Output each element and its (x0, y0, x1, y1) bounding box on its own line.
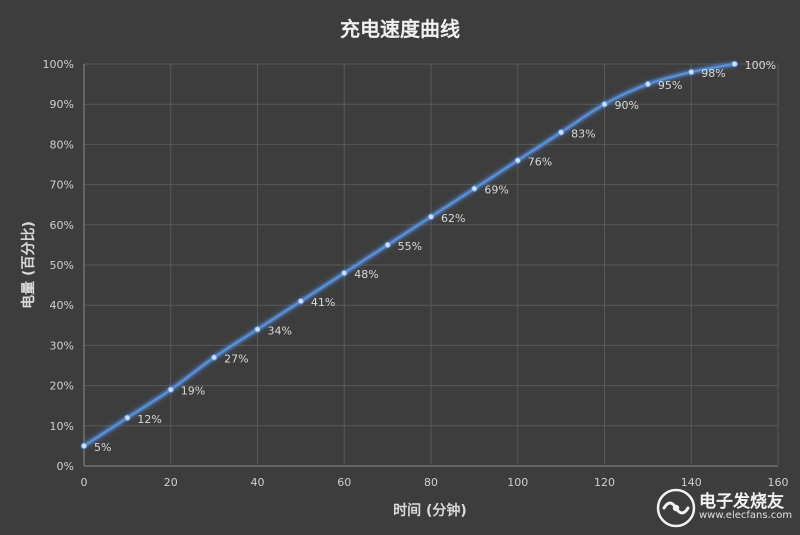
data-label: 90% (615, 99, 639, 112)
data-point (471, 185, 478, 192)
data-label: 95% (658, 79, 682, 92)
data-label: 41% (311, 296, 335, 309)
series-line-path (83, 62, 735, 447)
data-points (80, 60, 738, 450)
data-label: 34% (268, 324, 292, 337)
gridlines (83, 63, 779, 467)
data-point (644, 80, 652, 88)
data-point (557, 129, 565, 136)
data-label: 48% (354, 268, 378, 281)
watermark-url: www.elecfans.com (699, 510, 793, 521)
x-tick-label: 80 (424, 476, 438, 489)
data-point (167, 386, 175, 393)
elecfans-logo-icon (656, 488, 696, 528)
chart-title: 充电速度曲线 (340, 17, 460, 41)
data-point (601, 100, 608, 108)
y-tick-label: 70% (50, 179, 74, 192)
data-point (80, 442, 88, 450)
data-label: 27% (224, 352, 248, 365)
watermark: 电子发烧友 www.elecfans.com (655, 485, 795, 530)
y-tick-label: 50% (50, 259, 74, 272)
data-point (340, 269, 348, 277)
x-tick-label: 0 (81, 476, 88, 489)
y-tick-label: 100% (43, 58, 74, 71)
x-tick-label: 20 (164, 476, 178, 489)
data-label: 98% (701, 67, 725, 80)
y-tick-label: 90% (50, 98, 74, 111)
data-point (124, 414, 131, 422)
y-tick-label: 10% (50, 420, 74, 433)
y-axis-title: 电量 (百分比) (20, 221, 37, 309)
y-tick-label: 60% (50, 219, 74, 232)
data-label: 5% (94, 441, 111, 454)
x-tick-label: 40 (251, 476, 265, 489)
y-tick-label: 80% (50, 138, 74, 151)
y-tick-label: 40% (50, 299, 74, 312)
data-label: 62% (441, 212, 465, 225)
data-labels: 5% 12% 19% 27% 34% 41% 48% 55% 62% 69% 76% 83% 90% 95… (94, 59, 776, 454)
data-label: 12% (137, 413, 161, 426)
x-tick-label: 120 (594, 476, 615, 489)
x-tick-label: 140 (681, 476, 702, 489)
x-tick-label: 100 (507, 476, 528, 489)
x-tick-label: 160 (768, 476, 789, 489)
data-label: 55% (398, 240, 422, 253)
watermark-name: 电子发烧友 (699, 492, 784, 512)
data-point (731, 60, 738, 68)
data-point (384, 241, 391, 249)
data-point (210, 354, 218, 361)
series-line (82, 61, 736, 449)
data-point (427, 213, 435, 221)
data-label: 83% (571, 127, 595, 140)
data-point (254, 326, 261, 333)
data-point (514, 157, 522, 164)
y-tick-label: 20% (50, 380, 74, 393)
y-tick-label: 30% (50, 339, 74, 352)
y-tick-label: 0% (57, 460, 74, 473)
data-label: 19% (181, 385, 205, 398)
x-axis-title: 时间 (分钟) (393, 502, 467, 519)
data-point (687, 68, 695, 76)
data-point (297, 297, 305, 305)
x-tick-label: 60 (337, 476, 351, 489)
data-label: 69% (484, 184, 508, 197)
data-label: 76% (528, 155, 552, 168)
y-axis-ticks: 0% 10% 20% 30% 40% 50% 60% 70% 80% 90% 100% (43, 58, 74, 473)
data-label: 100% (745, 59, 776, 72)
x-axis-ticks: 0 20 40 60 80 100 120 140 160 (81, 476, 789, 489)
